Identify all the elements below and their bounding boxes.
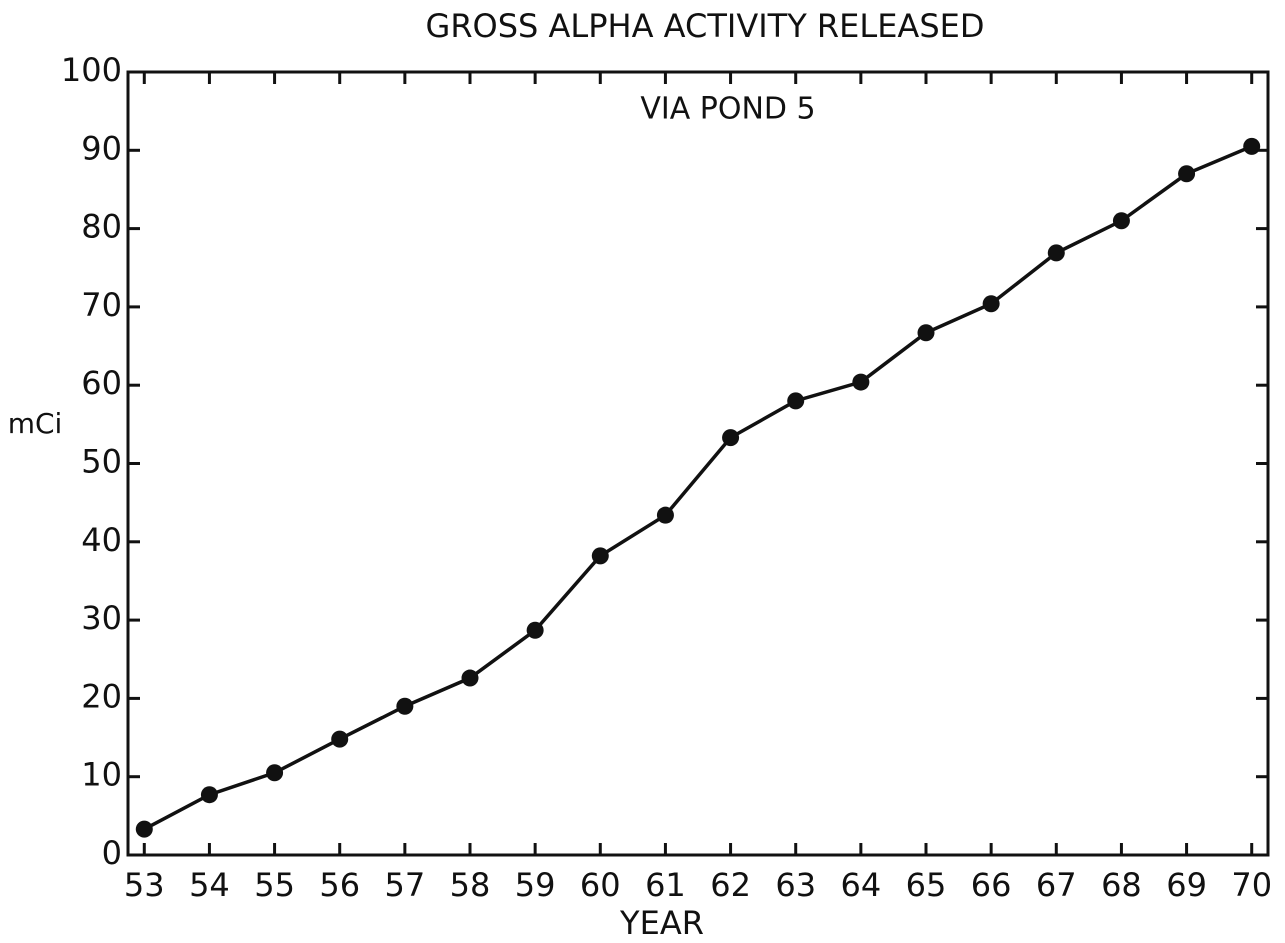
data-point xyxy=(266,764,284,782)
plot-frame xyxy=(126,70,1270,857)
x-tick-label: 65 xyxy=(906,866,947,904)
data-point xyxy=(1243,137,1261,155)
data-point xyxy=(1047,244,1065,262)
x-axis-label: YEAR xyxy=(619,904,704,942)
y-tick-label: 60 xyxy=(81,364,122,402)
y-tick-label: 30 xyxy=(81,599,122,637)
y-tick-label: 70 xyxy=(81,286,122,324)
x-tick-label: 70 xyxy=(1231,866,1272,904)
data-point xyxy=(591,547,609,565)
data-point xyxy=(656,506,674,524)
chart-title: GROSS ALPHA ACTIVITY RELEASED xyxy=(426,7,985,45)
data-point xyxy=(200,786,218,804)
x-tick-label: 56 xyxy=(319,866,360,904)
data-point xyxy=(917,324,935,342)
data-point xyxy=(722,429,740,447)
data-point xyxy=(1178,165,1196,183)
y-tick-label: 10 xyxy=(81,756,122,794)
data-point xyxy=(982,295,1000,313)
x-tick-label: 62 xyxy=(710,866,751,904)
data-point xyxy=(787,392,805,410)
x-tick-label: 68 xyxy=(1101,866,1142,904)
data-point xyxy=(1112,212,1130,230)
data-point xyxy=(135,820,153,838)
y-tick-label: 50 xyxy=(81,443,122,481)
x-tick-label: 58 xyxy=(450,866,491,904)
x-tick-label: 69 xyxy=(1166,866,1207,904)
x-tick-label: 59 xyxy=(515,866,556,904)
x-tick-label: 57 xyxy=(384,866,425,904)
data-point xyxy=(461,669,479,687)
x-tick-label: 64 xyxy=(840,866,881,904)
data-line xyxy=(143,144,1253,831)
x-tick-label: 61 xyxy=(645,866,686,904)
data-point xyxy=(396,697,414,715)
y-tick-label: 100 xyxy=(61,51,122,89)
data-point xyxy=(526,621,544,639)
y-tick-label: 40 xyxy=(81,521,122,559)
data-point xyxy=(852,373,870,391)
x-tick-label: 54 xyxy=(189,866,230,904)
x-tick-label: 53 xyxy=(124,866,165,904)
y-tick-label: 20 xyxy=(81,677,122,715)
data-point xyxy=(331,730,349,748)
y-tick-label: 0 xyxy=(102,834,122,872)
y-tick-label: 90 xyxy=(81,129,122,167)
annotation: VIA POND 5 xyxy=(640,92,815,127)
y-axis-label: mCi xyxy=(8,407,63,440)
y-tick-label: 80 xyxy=(81,208,122,246)
x-tick-label: 63 xyxy=(775,866,816,904)
x-tick-label: 67 xyxy=(1036,866,1077,904)
x-tick-label: 60 xyxy=(580,866,621,904)
x-tick-label: 66 xyxy=(971,866,1012,904)
x-tick-label: 55 xyxy=(254,866,295,904)
